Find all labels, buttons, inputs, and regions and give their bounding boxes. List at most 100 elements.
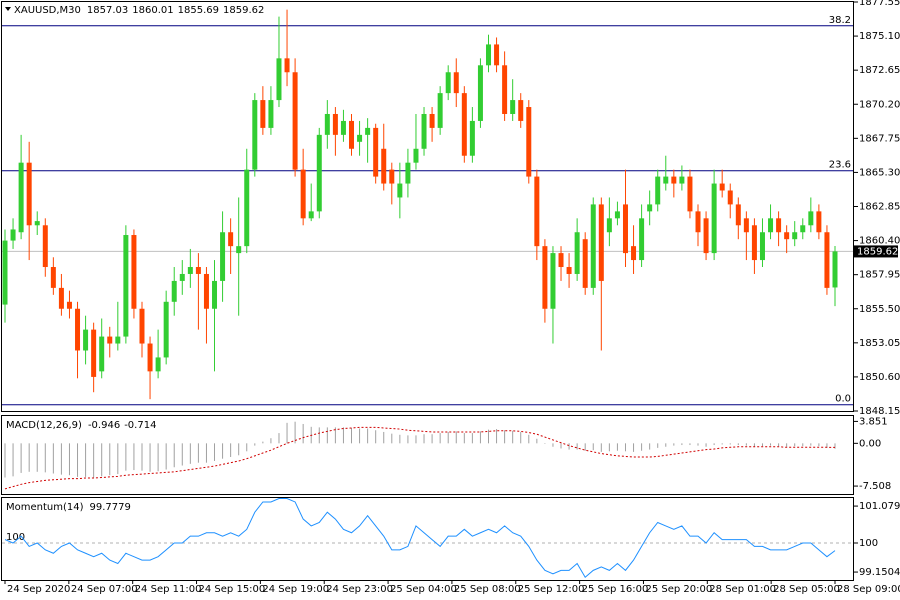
- candle-body: [244, 169, 250, 247]
- candle-body: [365, 127, 371, 135]
- y-tick-label: 1867.75: [859, 133, 900, 144]
- candle-body: [147, 343, 153, 372]
- candle-body: [606, 218, 612, 233]
- candle-body: [276, 58, 282, 101]
- candle-body: [792, 232, 798, 240]
- candle-body: [10, 229, 16, 241]
- candle-body: [381, 148, 387, 184]
- candle-body: [397, 183, 403, 198]
- symbol-menu-arrow[interactable]: [5, 7, 11, 11]
- candle-body: [743, 218, 749, 233]
- candle-body: [340, 120, 346, 135]
- candle-body: [349, 120, 355, 149]
- candle-body: [816, 211, 822, 233]
- candle-body: [759, 232, 765, 261]
- candle-body: [316, 134, 322, 212]
- candle-body: [300, 169, 306, 219]
- candle-body: [598, 204, 604, 281]
- candle-body: [252, 100, 258, 170]
- candle-body: [18, 162, 24, 233]
- candle-body: [324, 113, 330, 135]
- candle-body: [195, 267, 201, 274]
- candle-body: [220, 232, 226, 281]
- candle-body: [494, 44, 500, 66]
- candle-body: [832, 251, 838, 288]
- candle-body: [187, 267, 193, 274]
- candle-body: [526, 107, 532, 177]
- candle-body: [502, 65, 508, 114]
- candle-body: [639, 218, 645, 261]
- candle-body: [429, 113, 435, 128]
- momentum-panel: [1, 497, 854, 581]
- candle-body: [42, 225, 48, 268]
- candle-body: [212, 280, 218, 309]
- candle-body: [260, 100, 266, 128]
- panel-title: MACD(12,26,9): [6, 420, 82, 431]
- x-tick-label: 24 Sep 2020: [7, 584, 70, 595]
- candle-body: [203, 273, 209, 309]
- candle-body: [413, 148, 419, 163]
- candle-body: [171, 280, 177, 302]
- candle-body: [711, 183, 717, 254]
- y-tick-label: 1855.50: [859, 304, 900, 315]
- candle-body: [58, 287, 64, 309]
- candle-body: [679, 176, 685, 184]
- candle-body: [107, 336, 113, 344]
- candle-body: [284, 58, 290, 73]
- candle-body: [83, 329, 89, 351]
- y-tick-label: 1853.05: [859, 338, 900, 349]
- candle-body: [477, 65, 483, 121]
- candle-body: [236, 246, 242, 254]
- candle-body: [139, 308, 145, 344]
- candle-body: [751, 225, 757, 261]
- x-tick-label: 28 Sep 05:00: [773, 584, 840, 595]
- candle-body: [703, 218, 709, 254]
- candle-body: [735, 204, 741, 226]
- candle-body: [574, 232, 580, 274]
- candle-body: [453, 72, 459, 94]
- last-price-label: 1859.62: [857, 246, 898, 257]
- y-tick-label: 1850.60: [859, 372, 900, 383]
- candle-body: [542, 246, 548, 309]
- candle-body: [784, 232, 790, 240]
- candle-body: [357, 134, 363, 142]
- y-tick-label: 1848.15: [859, 406, 900, 417]
- header-value: 1857.03: [87, 5, 128, 16]
- header-value: 1860.01: [132, 5, 173, 16]
- x-tick-label: 25 Sep 20:00: [645, 584, 712, 595]
- price-panel: [1, 1, 854, 412]
- candle-body: [655, 176, 661, 205]
- x-tick-label: 24 Sep 19:00: [262, 584, 329, 595]
- fibo-label: 0.0: [835, 394, 851, 405]
- candle-body: [622, 204, 628, 254]
- candle-body: [776, 218, 782, 233]
- candle-body: [518, 100, 524, 121]
- header-value: -0.714: [124, 420, 156, 431]
- candle-body: [155, 357, 161, 372]
- candle-body: [26, 162, 32, 226]
- candle-body: [808, 211, 814, 226]
- candle-body: [405, 162, 411, 184]
- y-tick-label: 101.0796: [859, 501, 900, 512]
- candle-body: [421, 113, 427, 149]
- candle-body: [50, 267, 56, 288]
- x-tick-label: 28 Sep 09:00: [837, 584, 900, 595]
- x-tick-label: 25 Sep 08:00: [454, 584, 521, 595]
- candle-body: [179, 273, 185, 281]
- candle-body: [663, 176, 669, 184]
- candle-body: [66, 301, 72, 309]
- macd-panel: [1, 415, 854, 495]
- y-tick-label: 1865.30: [859, 167, 900, 178]
- candle-body: [131, 235, 137, 309]
- y-tick-label: 1875.10: [859, 31, 900, 42]
- candle-body: [800, 225, 806, 233]
- x-tick-label: 24 Sep 15:00: [199, 584, 266, 595]
- header-value: 1859.62: [223, 5, 264, 16]
- y-tick-label: 100: [859, 538, 878, 549]
- candle-body: [34, 221, 40, 226]
- candle-body: [727, 190, 733, 205]
- candle-body: [115, 336, 121, 344]
- x-tick-label: 25 Sep 12:00: [518, 584, 585, 595]
- fibo-label: 38.2: [829, 15, 851, 26]
